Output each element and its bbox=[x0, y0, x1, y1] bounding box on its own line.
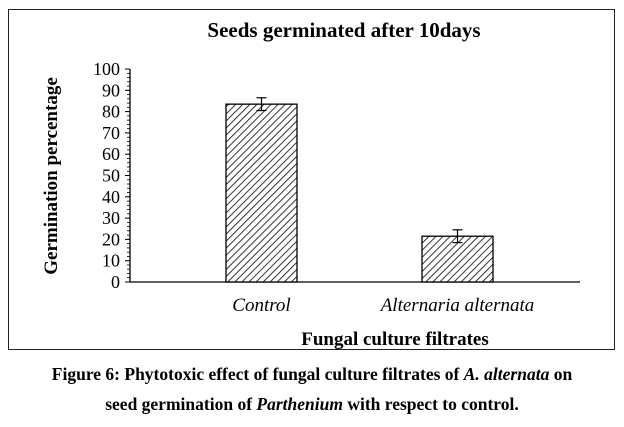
chart-title: Seeds germinated after 10days bbox=[207, 18, 480, 42]
y-tick-label: 20 bbox=[102, 229, 120, 249]
y-tick-label: 70 bbox=[102, 123, 120, 143]
y-tick-label: 60 bbox=[102, 144, 120, 164]
bar-chart: Seeds germinated after 10days Germinatio… bbox=[41, 18, 580, 350]
caption-text: seed germination of bbox=[105, 394, 257, 414]
bar-alternaria-alternata bbox=[421, 235, 494, 283]
caption-text: with respect to control. bbox=[342, 394, 519, 414]
caption-genus: Parthenium bbox=[256, 394, 343, 414]
x-axis-label: Fungal culture filtrates bbox=[301, 329, 489, 350]
figure-caption-line-2: seed germination of Parthenium with resp… bbox=[0, 394, 624, 415]
bar-control bbox=[225, 103, 298, 283]
y-tick-label: 0 bbox=[111, 272, 120, 292]
x-tick-label: Alternaria alternata bbox=[379, 295, 535, 316]
chart-frame bbox=[8, 9, 615, 350]
y-tick-label: 90 bbox=[102, 80, 120, 100]
x-tick-label: Control bbox=[232, 295, 290, 316]
y-axis-label: Germination percentage bbox=[41, 77, 62, 275]
caption-text: on bbox=[549, 364, 573, 384]
y-tick-label: 10 bbox=[102, 251, 120, 271]
y-tick-label: 50 bbox=[102, 166, 120, 186]
y-tick-label: 80 bbox=[102, 102, 120, 122]
caption-species: A. alternata bbox=[463, 364, 550, 384]
y-tick-label: 100 bbox=[93, 59, 120, 79]
y-tick-label: 30 bbox=[102, 208, 120, 228]
caption-text: Figure 6: Phytotoxic effect of fungal cu… bbox=[51, 364, 464, 384]
y-tick-label: 40 bbox=[102, 187, 120, 207]
figure-caption-line-1: Figure 6: Phytotoxic effect of fungal cu… bbox=[0, 364, 624, 385]
